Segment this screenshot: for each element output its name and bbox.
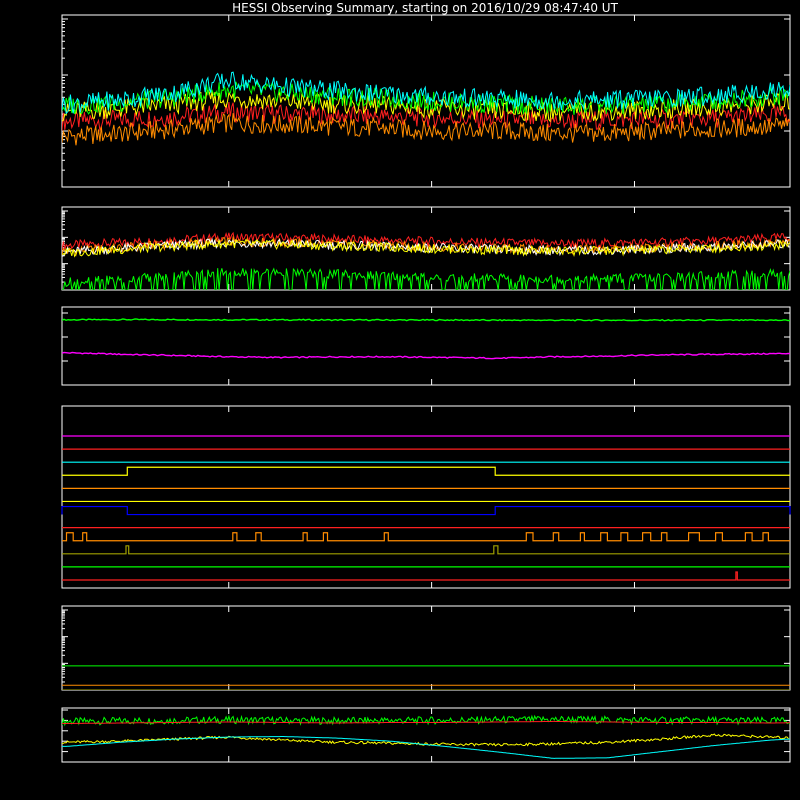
ratios-frame: [61, 707, 791, 763]
flag-line-8: [62, 532, 790, 542]
lightcurves-low-panel: [61, 14, 791, 188]
lightcurves-low-series-0: [62, 102, 790, 132]
lightcurves-low-frame: [61, 14, 791, 188]
figure-title: HESSI Observing Summary, starting on 201…: [232, 1, 618, 15]
ratios-panel: [61, 707, 791, 763]
lightcurves-high-series-3: [62, 238, 790, 258]
flags-panel: [61, 405, 791, 589]
flag-line-3: [62, 466, 790, 476]
lightcurves-low-series-4: [62, 71, 790, 115]
flag-line-11: [62, 571, 790, 581]
goes-series-0: [62, 318, 790, 322]
goes-panel: [61, 306, 791, 386]
flags-frame: [61, 405, 791, 589]
flag-line-9: [62, 545, 790, 555]
flag-line-6: [61, 505, 791, 516]
panels-group: [61, 14, 791, 763]
decimation-panel: [61, 605, 791, 691]
goes-series-1: [62, 351, 790, 360]
ratios-series-3: [62, 736, 790, 759]
goes-frame: [61, 306, 791, 386]
lightcurves-high-panel: [61, 206, 791, 291]
ratios-series-1: [62, 720, 790, 724]
lightcurves-high-series-4: [62, 267, 790, 290]
lightcurves-low-series-1: [62, 113, 790, 146]
